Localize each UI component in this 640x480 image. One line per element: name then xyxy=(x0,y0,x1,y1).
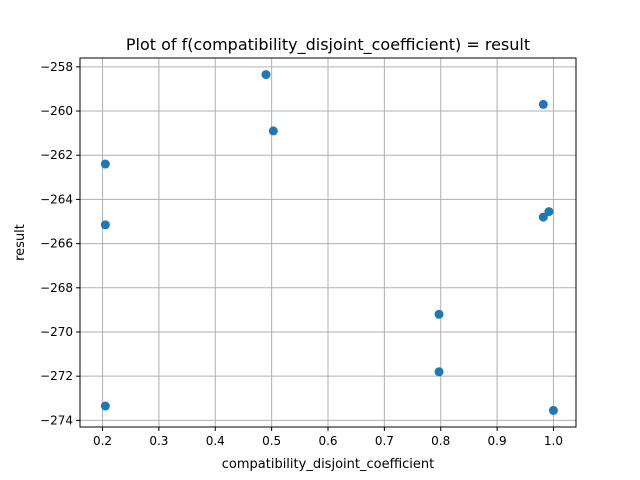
x-tick-label: 0.6 xyxy=(318,434,337,448)
y-tick-label: −272 xyxy=(40,369,73,383)
scatter-point xyxy=(434,367,444,377)
y-axis-label: result xyxy=(13,224,28,261)
x-tick-label: 1.0 xyxy=(544,434,563,448)
scatter-point xyxy=(100,159,110,169)
scatter-point xyxy=(434,309,444,319)
scatter-point xyxy=(538,99,548,109)
y-tick-label: −260 xyxy=(40,104,73,118)
x-axis-label: compatibility_disjoint_coefficient xyxy=(222,457,434,472)
scatter-point xyxy=(268,126,278,136)
y-tick-label: −270 xyxy=(40,325,73,339)
y-tick-label: −264 xyxy=(40,192,73,206)
scatter-point xyxy=(261,70,271,80)
scatter-point xyxy=(100,220,110,230)
y-tick-label: −274 xyxy=(40,413,73,427)
x-tick-label: 0.4 xyxy=(206,434,225,448)
scatter-point xyxy=(100,401,110,411)
x-tick-label: 0.7 xyxy=(375,434,394,448)
y-tick-label: −268 xyxy=(40,281,73,295)
x-tick-label: 0.3 xyxy=(149,434,168,448)
scatter-point xyxy=(548,405,558,415)
x-tick-label: 0.9 xyxy=(488,434,507,448)
scatter-point xyxy=(538,212,548,222)
grid-layer xyxy=(80,58,576,427)
y-tick-label: −258 xyxy=(40,60,73,74)
y-tick-label: −266 xyxy=(40,237,73,251)
x-tick-label: 0.8 xyxy=(431,434,450,448)
y-tick-label: −262 xyxy=(40,148,73,162)
ticks-layer: 0.2 0.3 0.4 0.5 0.6 0.7 0.8 0.9 1.0 −258 −260 −262 −… xyxy=(40,60,563,448)
scatter-point xyxy=(544,207,554,217)
chart-title: Plot of f(compatibility_disjoint_coeffic… xyxy=(126,35,530,55)
x-tick-label: 0.5 xyxy=(262,434,281,448)
points-layer xyxy=(100,70,558,415)
x-tick-label: 0.2 xyxy=(93,434,112,448)
